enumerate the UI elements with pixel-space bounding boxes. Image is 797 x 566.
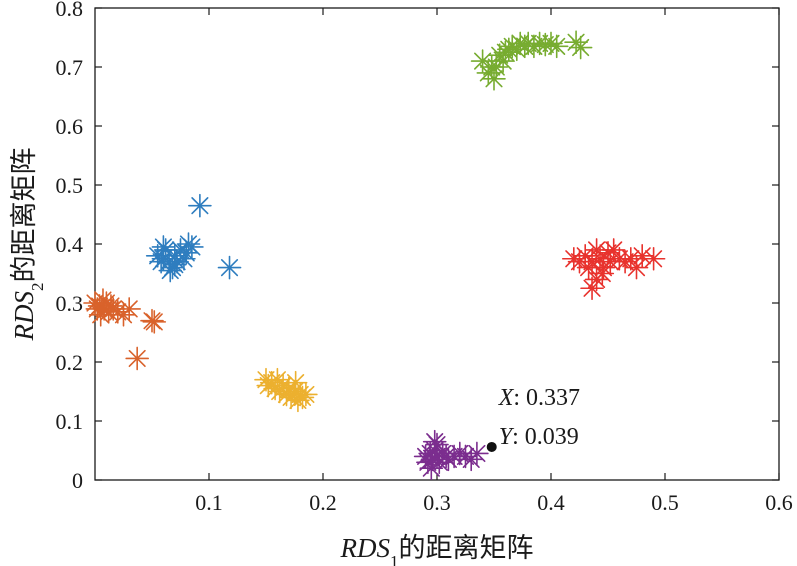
data-point xyxy=(601,238,626,262)
data-point xyxy=(294,382,318,407)
y-axis-title-sub: 2 xyxy=(28,283,47,292)
y-tick-label: 0 xyxy=(72,468,83,493)
data-point xyxy=(568,35,593,60)
x-axis-title-suffix: 的距离矩阵 xyxy=(399,533,534,563)
data-point xyxy=(151,235,176,259)
y-tick-label: 0.4 xyxy=(56,232,84,257)
x-tick-label: 0.4 xyxy=(537,490,565,515)
series-4 xyxy=(413,429,489,481)
data-point xyxy=(142,310,167,334)
x-tick-label: 0.2 xyxy=(309,490,337,515)
data-point xyxy=(624,255,649,280)
annotation-x-value: : 0.337 xyxy=(513,385,580,411)
data-point xyxy=(125,346,149,371)
data-point xyxy=(465,441,489,466)
x-tick-label: 0.3 xyxy=(423,490,451,515)
annotation: X: 0.337 Y: 0.039 xyxy=(486,385,580,452)
series-6 xyxy=(561,238,666,301)
x-tick-label: 0.5 xyxy=(651,490,679,515)
y-axis-title-suffix: 的距离矩阵 xyxy=(9,148,39,283)
data-point xyxy=(163,252,187,277)
annotation-x-readout: X: 0.337 xyxy=(498,385,580,411)
data-marks xyxy=(83,30,666,481)
y-tick-label: 0.7 xyxy=(56,55,84,80)
y-tick-label: 0.1 xyxy=(56,409,84,434)
data-point xyxy=(544,34,569,59)
series-3 xyxy=(254,367,318,413)
y-tick-label: 0.2 xyxy=(56,350,84,375)
series-5 xyxy=(470,30,593,91)
y-tick-label: 0.8 xyxy=(56,0,84,21)
y-axis-title-var: RDS xyxy=(9,291,39,342)
data-point xyxy=(217,255,242,280)
annotation-point-marker xyxy=(486,441,497,452)
data-point xyxy=(117,297,141,321)
data-point xyxy=(158,258,183,283)
x-axis-title-sub: 1 xyxy=(390,552,399,566)
data-point xyxy=(482,67,506,91)
data-point xyxy=(188,193,212,218)
series-1 xyxy=(145,193,242,283)
data-point xyxy=(590,261,615,286)
y-axis-title: RDS2的距离矩阵 xyxy=(9,148,47,342)
annotation-y-readout: Y: 0.039 xyxy=(499,424,579,450)
axis-ticks: 0.1 0.2 0.3 0.4 0.5 0.6 0 0.1 0.2 0.3 0.4 0.5 0.6 0.7… xyxy=(56,0,793,515)
data-point xyxy=(283,370,308,395)
x-tick-label: 0.6 xyxy=(765,490,793,515)
data-point xyxy=(419,456,444,481)
x-axis-title: RDS1的距离矩阵 xyxy=(340,533,534,566)
annotation-y-value: : 0.039 xyxy=(512,424,579,450)
data-point xyxy=(580,276,604,301)
x-tick-label: 0.1 xyxy=(195,490,223,515)
y-tick-label: 0.6 xyxy=(56,114,84,139)
annotation-x-label: X xyxy=(498,385,515,411)
annotation-y-label: Y xyxy=(499,424,515,450)
y-tick-label: 0.5 xyxy=(56,173,84,198)
data-point xyxy=(641,246,666,271)
data-point xyxy=(618,246,643,271)
y-tick-label: 0.3 xyxy=(56,291,84,316)
series-2 xyxy=(83,288,167,371)
data-point xyxy=(180,235,204,259)
data-point xyxy=(425,432,449,457)
x-axis-title-var: RDS xyxy=(340,533,391,563)
